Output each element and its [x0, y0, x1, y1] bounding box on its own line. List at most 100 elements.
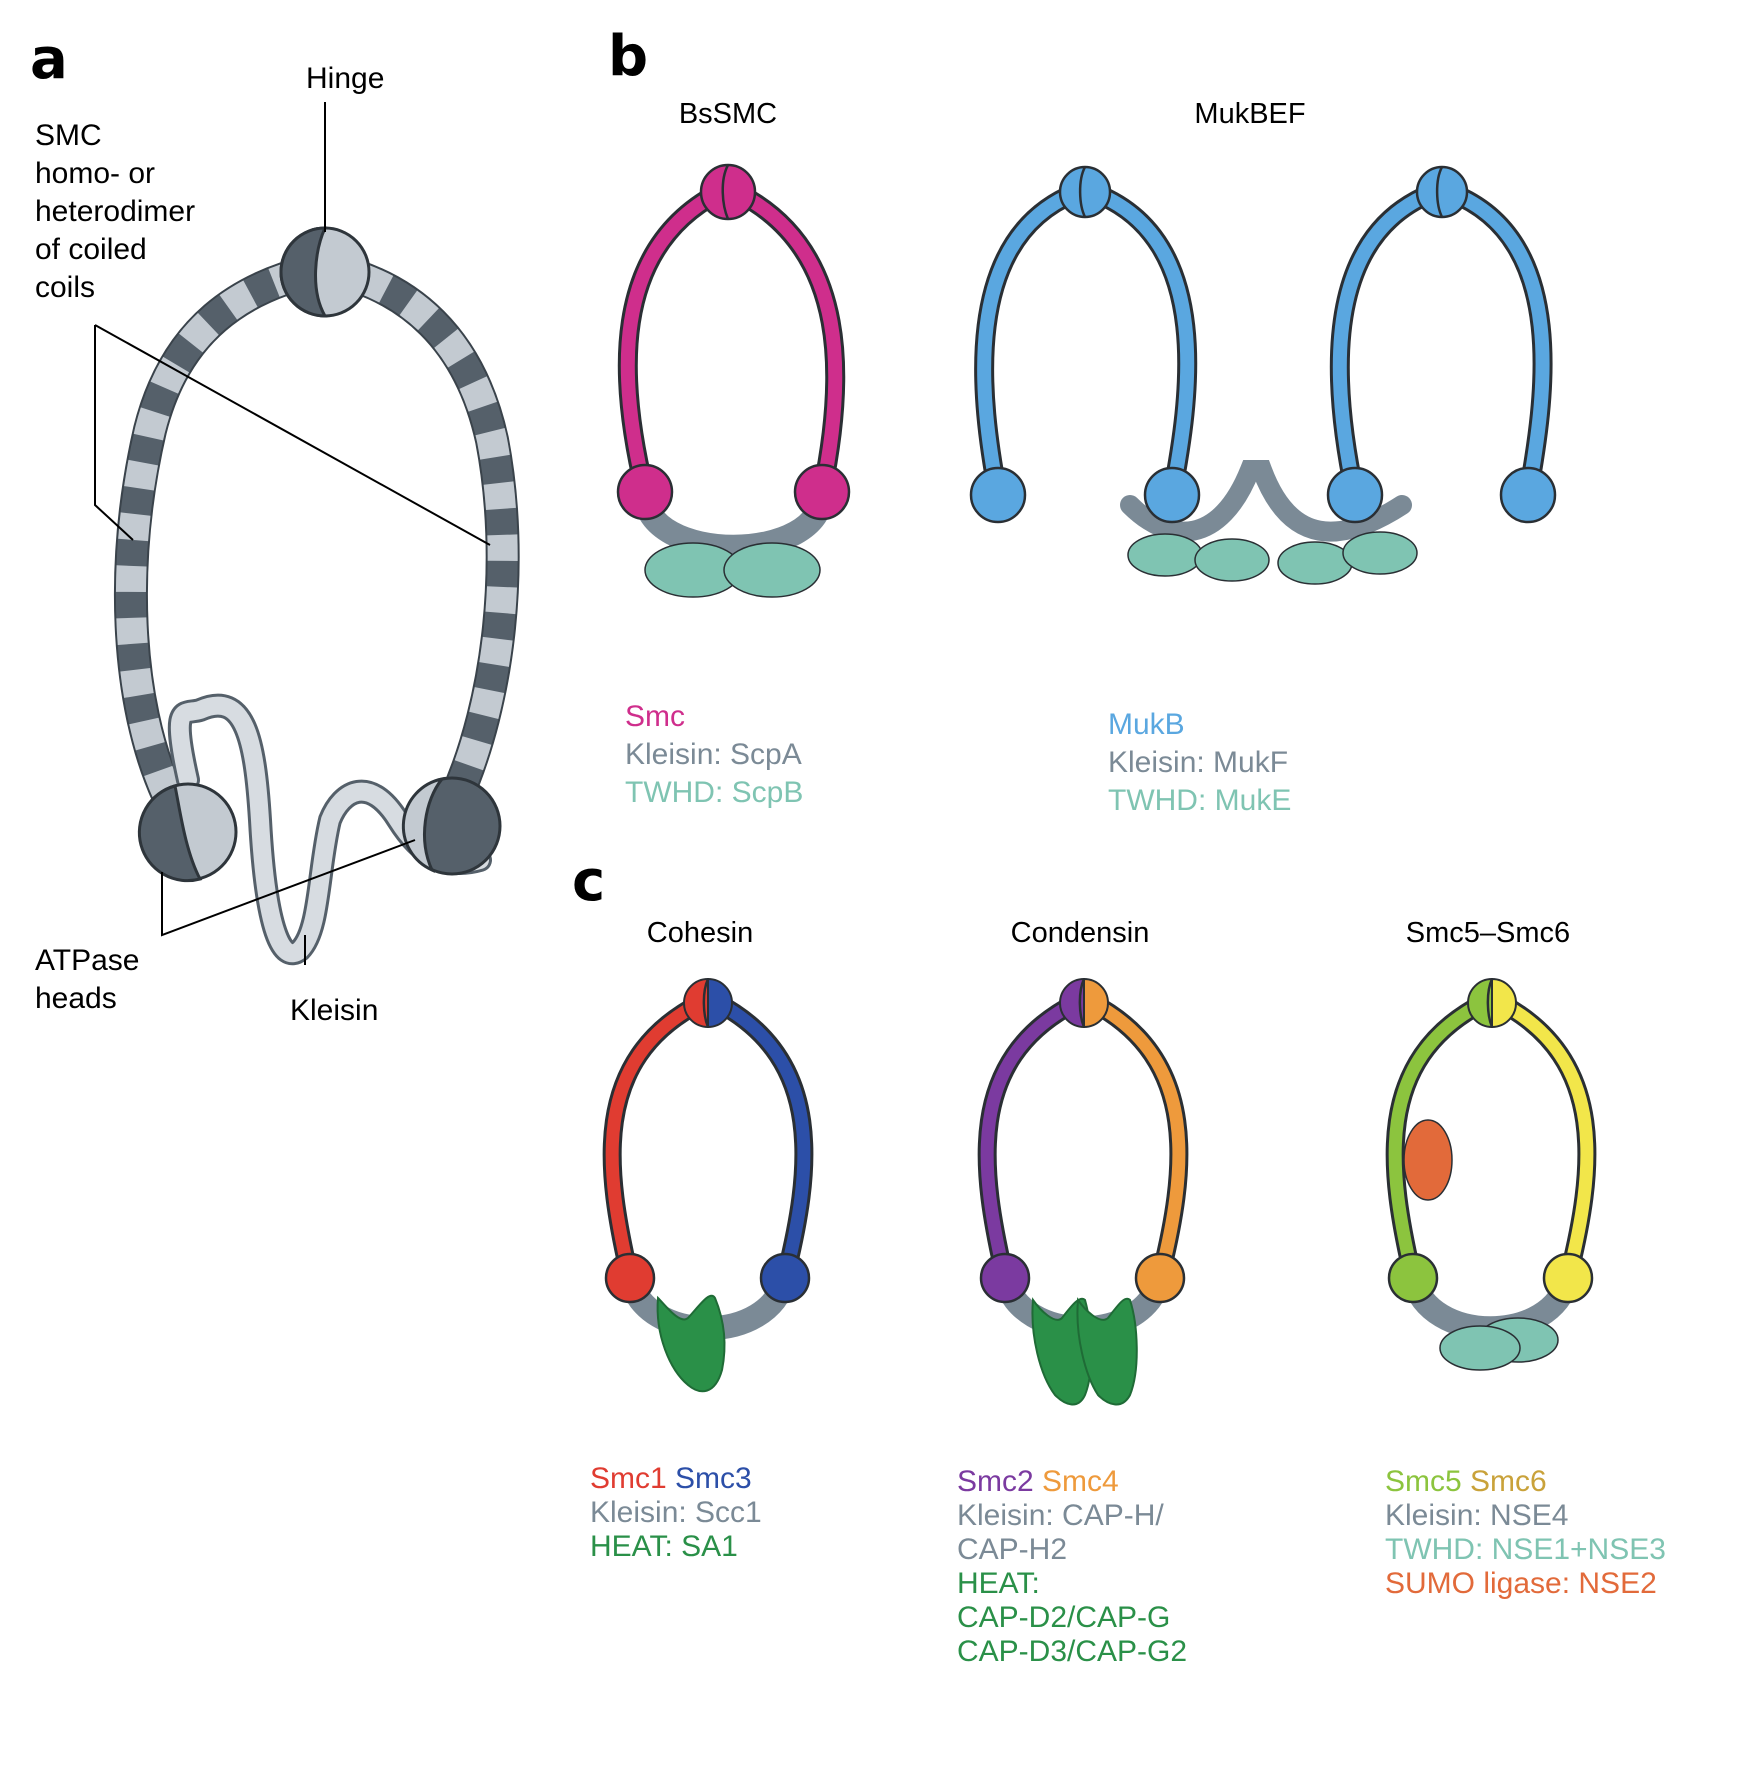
condensin-legend-line-1: Smc2 Smc4	[957, 1465, 1119, 1498]
cohesin-legend-line-1: Smc1 Smc3	[590, 1462, 752, 1495]
smc-head-left	[616, 463, 674, 521]
kleisin-label: Kleisin	[290, 994, 378, 1027]
coiled-coil-arms	[113, 251, 520, 817]
cohesin-title: Cohesin	[647, 917, 753, 949]
bssmc-legend-smc: Smc	[625, 700, 685, 733]
smc56-hinge	[1467, 977, 1517, 1029]
smc56-legend: Smc5 Smc6 Kleisin: NSE4 TWHD: NSE1+NSE3 …	[1385, 1465, 1666, 1600]
hinge-domain	[279, 226, 371, 318]
smc4-arm	[1086, 996, 1186, 1285]
condensin-legend-heat-1: CAP-D2/CAP-G	[957, 1601, 1170, 1634]
mukb-arm-1a	[977, 186, 1082, 502]
smc-label-line-3: heterodimer	[35, 195, 195, 228]
panel-b: b BsSMC MukBEF	[608, 24, 1557, 817]
scpb-twhd-2	[723, 542, 821, 598]
panel-c-letter: c	[572, 849, 605, 914]
cohesin-legend: Smc1 Smc3 Kleisin: Scc1 HEAT: SA1	[590, 1462, 762, 1563]
mukf-kleisin	[1120, 460, 1412, 542]
cohesin-legend-smc3: Smc3	[667, 1462, 752, 1495]
panel-a-leader-lines	[94, 102, 491, 965]
panel-a-letter: a	[30, 27, 68, 92]
muke-4	[1342, 531, 1418, 575]
cohesin-hinge	[683, 977, 733, 1029]
mukb-head-1b	[1143, 466, 1201, 524]
smc-head-right	[793, 463, 851, 521]
muke-2	[1194, 538, 1270, 582]
smc56-legend-line-1: Smc5 Smc6	[1385, 1465, 1547, 1498]
nse1-twhd	[1439, 1325, 1521, 1371]
smc56-legend-sumo: SUMO ligase: NSE2	[1385, 1567, 1657, 1600]
mukbef-legend-kleisin: Kleisin: MukF	[1108, 746, 1288, 779]
bssmc-legend-twhd: TWHD: ScpB	[625, 776, 803, 809]
mukbef-legend-mukb: MukB	[1108, 708, 1185, 741]
smc-label-line-4: of coiled	[35, 233, 147, 266]
smc56-legend-twhd: TWHD: NSE1+NSE3	[1385, 1533, 1666, 1566]
bssmc-hinge	[699, 163, 757, 221]
atpase-head-left	[137, 782, 238, 883]
hinge-label: Hinge	[306, 62, 384, 95]
smc4-head	[1134, 1252, 1186, 1304]
smc56-legend-smc6: Smc6	[1462, 1465, 1547, 1498]
cohesin-legend-heat: HEAT: SA1	[590, 1530, 738, 1563]
atpase-heads-label: ATPase heads	[35, 944, 140, 1015]
smc2-head	[979, 1252, 1031, 1304]
condensin-legend-kleisin-2: CAP-H2	[957, 1533, 1067, 1566]
condensin-legend-heat-2: CAP-D3/CAP-G2	[957, 1635, 1187, 1668]
kleisin-strand	[167, 693, 492, 966]
mukbef-legend-twhd: TWHD: MukE	[1108, 784, 1291, 817]
bssmc-complex: BsSMC	[616, 98, 851, 598]
smc56-title: Smc5–Smc6	[1406, 917, 1570, 949]
mukb-hinge-1	[1058, 165, 1112, 219]
cohesin-legend-kleisin: Kleisin: Scc1	[590, 1496, 762, 1529]
mukb-head-2b	[1499, 466, 1557, 524]
smc-label-line-5: coils	[35, 271, 95, 304]
mukb-hinge-2	[1415, 165, 1469, 219]
smc2-arm	[980, 996, 1082, 1285]
muke-3	[1277, 541, 1353, 585]
mukb-head-1a	[969, 466, 1027, 524]
smc5-head	[1387, 1252, 1439, 1304]
mukbef-complex: MukBEF	[969, 98, 1557, 585]
smc-label-line-2: homo- or	[35, 157, 155, 190]
bssmc-legend-kleisin: Kleisin: ScpA	[625, 738, 802, 771]
condensin-title: Condensin	[1011, 917, 1150, 949]
condensin-hinge	[1059, 977, 1109, 1029]
smc-arm-left	[620, 186, 725, 499]
mukb-head-2a	[1326, 466, 1384, 524]
smc56-legend-smc5: Smc5	[1385, 1465, 1462, 1498]
bssmc-legend: Smc Kleisin: ScpA TWHD: ScpB	[625, 700, 803, 809]
sa1-heat	[656, 1294, 726, 1393]
smc1-arm	[605, 996, 707, 1285]
smc56-legend-kleisin: Kleisin: NSE4	[1385, 1499, 1568, 1532]
nse2-sumo-ligase	[1403, 1119, 1453, 1201]
smc5-arm	[1388, 996, 1490, 1285]
panel-c: c Cohesin Condensin	[572, 849, 1666, 1668]
condensin-legend: Smc2 Smc4 Kleisin: CAP-H/ CAP-H2 HEAT: C…	[957, 1465, 1187, 1668]
mukbef-title: MukBEF	[1194, 98, 1305, 130]
mukb-arm-2b	[1445, 186, 1550, 502]
mukb-arm-2a	[1332, 186, 1439, 502]
smc56-complex: Smc5–Smc6	[1385, 917, 1597, 1371]
condensin-legend-heat: HEAT:	[957, 1567, 1040, 1600]
mukb-arm-1b	[1088, 186, 1195, 502]
atpase-label-line-2: heads	[35, 982, 117, 1015]
bssmc-title: BsSMC	[679, 98, 777, 130]
panel-a: a	[30, 27, 520, 1027]
condensin-legend-smc2: Smc2	[957, 1465, 1034, 1498]
mukbef-legend: MukB Kleisin: MukF TWHD: MukE	[1108, 708, 1291, 817]
smc6-head	[1542, 1252, 1594, 1304]
atpase-head-right	[401, 776, 502, 876]
smc-arm-right	[731, 186, 843, 499]
cap-g-heat	[1076, 1297, 1138, 1406]
smc-dimer-label: SMC homo- or heterodimer of coiled coils	[35, 119, 195, 304]
panel-b-letter: b	[608, 24, 648, 89]
atpase-label-line-1: ATPase	[35, 944, 140, 977]
smc3-head	[759, 1252, 811, 1304]
condensin-legend-smc4: Smc4	[1034, 1465, 1119, 1498]
smc1-head	[604, 1252, 656, 1304]
condensin-complex: Condensin	[977, 917, 1189, 1406]
smc6-arm	[1494, 996, 1594, 1285]
smc-label-line-1: SMC	[35, 119, 102, 152]
cohesin-complex: Cohesin	[602, 917, 814, 1393]
